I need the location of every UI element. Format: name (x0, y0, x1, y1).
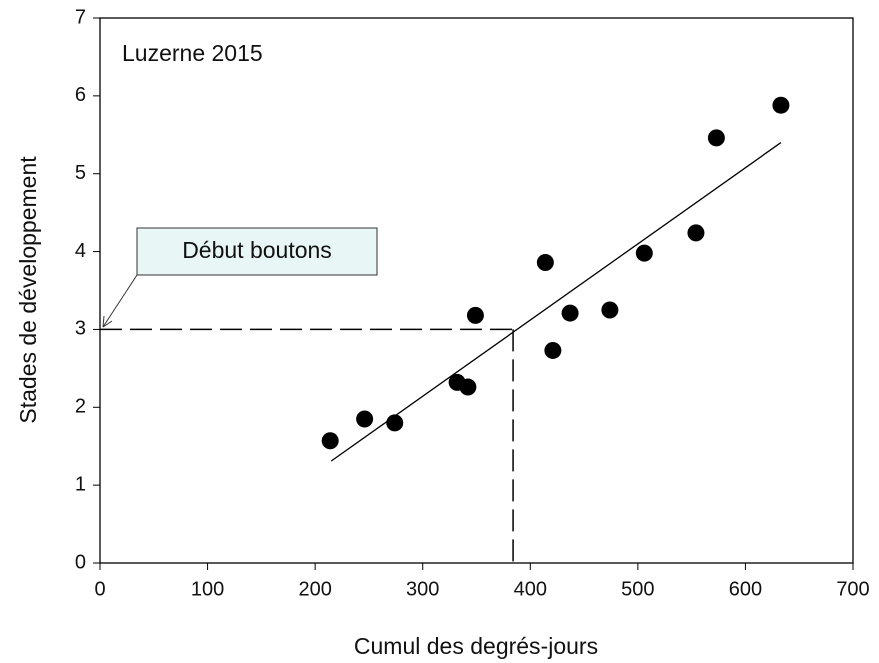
scatter-point (561, 304, 579, 322)
x-tick-label: 100 (191, 578, 224, 600)
scatter-point (687, 224, 705, 242)
y-tick-label: 4 (75, 240, 86, 262)
trend-line (330, 142, 782, 462)
scatter-point (544, 341, 562, 359)
scatter-point (459, 378, 477, 396)
scatter-point (635, 244, 653, 262)
annotation-label: Début boutons (182, 237, 332, 263)
x-tick-label: 700 (836, 578, 869, 600)
x-tick-label: 0 (94, 578, 105, 600)
chart-annotation: Luzerne 2015 (122, 40, 263, 66)
annotation-arrow (102, 274, 138, 328)
arrow-head (102, 315, 113, 328)
annotation-box (136, 227, 378, 276)
scatter-point (466, 306, 484, 324)
scatter-point (321, 432, 339, 450)
scatter-point (772, 96, 790, 114)
y-axis-label: Stades de développement (15, 156, 41, 424)
scatter-point (601, 301, 619, 319)
x-tick-label: 500 (621, 578, 654, 600)
x-tick-label: 200 (298, 578, 331, 600)
plot-frame (99, 17, 854, 564)
scatter-point (707, 129, 725, 147)
x-tick-label: 400 (514, 578, 547, 600)
scatter-point (536, 253, 554, 271)
y-tick-label: 0 (75, 551, 86, 573)
y-tick-label: 6 (75, 84, 86, 106)
y-tick-label: 3 (75, 318, 86, 340)
scatter-point (386, 414, 404, 432)
x-tick-label: 600 (729, 578, 762, 600)
scatter-point (356, 410, 374, 428)
y-tick-label: 2 (75, 396, 86, 418)
x-axis-label: Cumul des degrés-jours (354, 633, 598, 659)
y-tick-label: 7 (75, 6, 86, 28)
y-tick-label: 1 (75, 473, 86, 495)
y-tick-label: 5 (75, 162, 86, 184)
x-tick-label: 300 (406, 578, 439, 600)
